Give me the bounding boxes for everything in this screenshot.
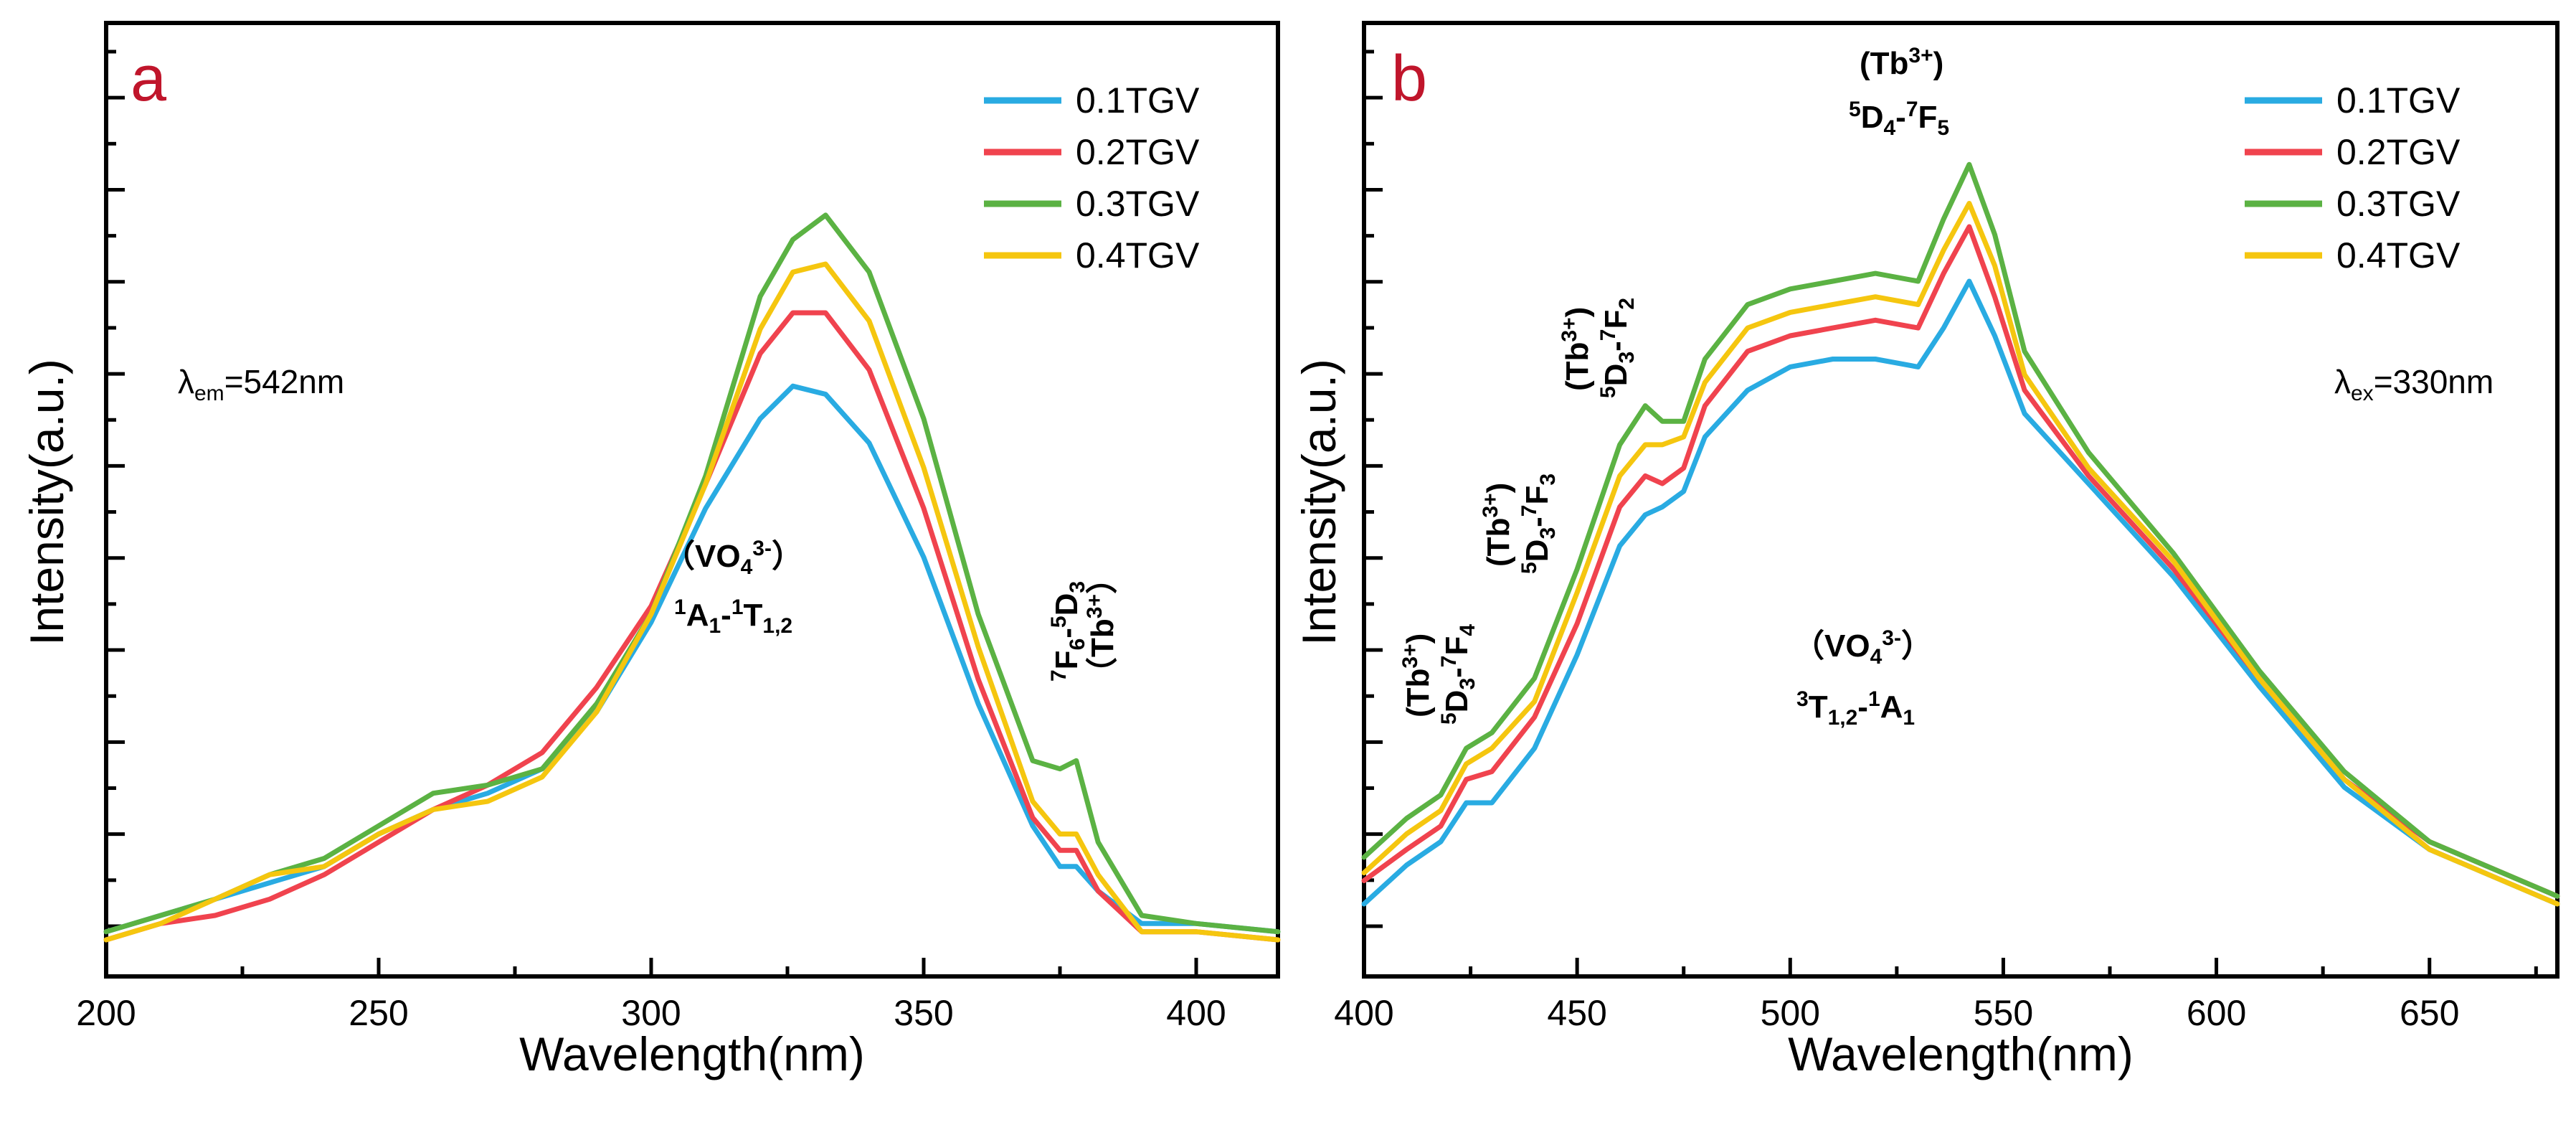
panel-b-legend-label-0.3TGV: 0.3TGV: [2336, 184, 2461, 224]
panel-b-tb-c-transition: 5D3-7F2: [1596, 298, 1639, 398]
panel-a-frame: [104, 21, 1280, 979]
panel-a-x-axis-label: Wavelength(nm): [519, 1027, 865, 1080]
x-tick-label-250: 250: [349, 993, 408, 1033]
panel-b-x-ticks: 400 450 500 550 600 650: [1334, 958, 2538, 1033]
panel-b-legend-label-0.2TGV: 0.2TGV: [2336, 132, 2461, 172]
panel-b-series: [1361, 161, 2560, 907]
panel-b-label: b: [1391, 43, 1427, 115]
panel-a-label: a: [131, 43, 167, 115]
panel-b-tb-b-transition: 5D3-7F3: [1517, 474, 1560, 574]
series-line-0.3TGV: [1361, 161, 2560, 899]
panel-b: 400 450 500 550 600 650 b Wavelength(nm) Inte…: [1292, 21, 2560, 1080]
panel-b-lambda-ex: λex=330nm: [2334, 363, 2494, 405]
x-tick-label-550: 550: [1974, 993, 2033, 1033]
panel-b-y-ticks: [1364, 50, 1383, 928]
panel-a-vo4-transition: 1A1-1T1,2: [674, 595, 792, 638]
panel-a-legend-label-0.1TGV: 0.1TGV: [1076, 80, 1200, 121]
panel-b-vo4-label: （VO43-）: [1793, 626, 1933, 669]
series-line-0.4TGV: [103, 261, 1281, 943]
x-tick-label-500: 500: [1761, 993, 1820, 1033]
panel-a-legend: 0.1TGV 0.2TGV 0.3TGV 0.4TGV: [984, 80, 1200, 275]
panel-b-tb-a-ion: (Tb3+): [1398, 633, 1436, 717]
x-tick-label-300: 300: [621, 993, 681, 1033]
panel-a-lambda-em: λem=542nm: [178, 363, 344, 405]
x-tick-label-200: 200: [76, 993, 136, 1033]
panel-b-vo4-transition: 3T1,2-1A1: [1796, 687, 1915, 730]
panel-b-tb-d-transition: 5D4-7F5: [1849, 98, 1949, 140]
panel-b-y-axis-label: Intensity(a.u.): [1292, 359, 1345, 646]
panel-b-tb-b-ion: (Tb3+): [1479, 483, 1516, 567]
panel-a-y-axis-label: Intensity(a.u.): [20, 359, 73, 646]
panel-b-frame: [1362, 21, 2560, 979]
panel-b-x-axis-label: Wavelength(nm): [1788, 1027, 2134, 1080]
panel-a-legend-label-0.3TGV: 0.3TGV: [1076, 184, 1200, 224]
panel-b-tb-d-ion: (Tb3+): [1860, 44, 1943, 81]
panel-a-tb-ion: （Tb3+）: [1083, 562, 1120, 689]
x-tick-label-450: 450: [1547, 993, 1606, 1033]
x-tick-label-600: 600: [2187, 993, 2246, 1033]
panel-b-legend-label-0.1TGV: 0.1TGV: [2336, 80, 2461, 121]
panel-a-tb-transition: 7F6-5D3: [1047, 581, 1089, 682]
panel-a-legend-label-0.2TGV: 0.2TGV: [1076, 132, 1200, 172]
panel-b-tb-c-ion: (Tb3+): [1558, 307, 1595, 391]
panel-a-y-ticks: [106, 50, 125, 928]
series-line-0.2TGV: [103, 310, 1281, 943]
panel-b-legend-label-0.4TGV: 0.4TGV: [2336, 235, 2461, 275]
x-tick-label-400: 400: [1166, 993, 1226, 1033]
x-tick-label-350: 350: [894, 993, 953, 1033]
panel-a-legend-label-0.4TGV: 0.4TGV: [1076, 235, 1200, 275]
panel-a-series: [103, 212, 1281, 943]
panel-b-legend: 0.1TGV 0.2TGV 0.3TGV 0.4TGV: [2245, 80, 2461, 275]
panel-a-x-ticks: 200 250 300 350 400: [76, 958, 1226, 1033]
panel-a-vo4-label: （VO43-）: [663, 537, 803, 579]
series-line-0.1TGV: [1361, 278, 2560, 907]
panel-b-tb-a-transition: 5D3-7F4: [1437, 624, 1479, 725]
series-line-0.3TGV: [103, 212, 1281, 935]
x-tick-label-400: 400: [1334, 993, 1393, 1033]
panel-a: 200 250 300 350 400 a Wavelength(nm) Intensi…: [20, 21, 1281, 1080]
series-line-0.4TGV: [1361, 201, 2560, 907]
x-tick-label-650: 650: [2400, 993, 2459, 1033]
series-line-0.2TGV: [1361, 224, 2560, 899]
